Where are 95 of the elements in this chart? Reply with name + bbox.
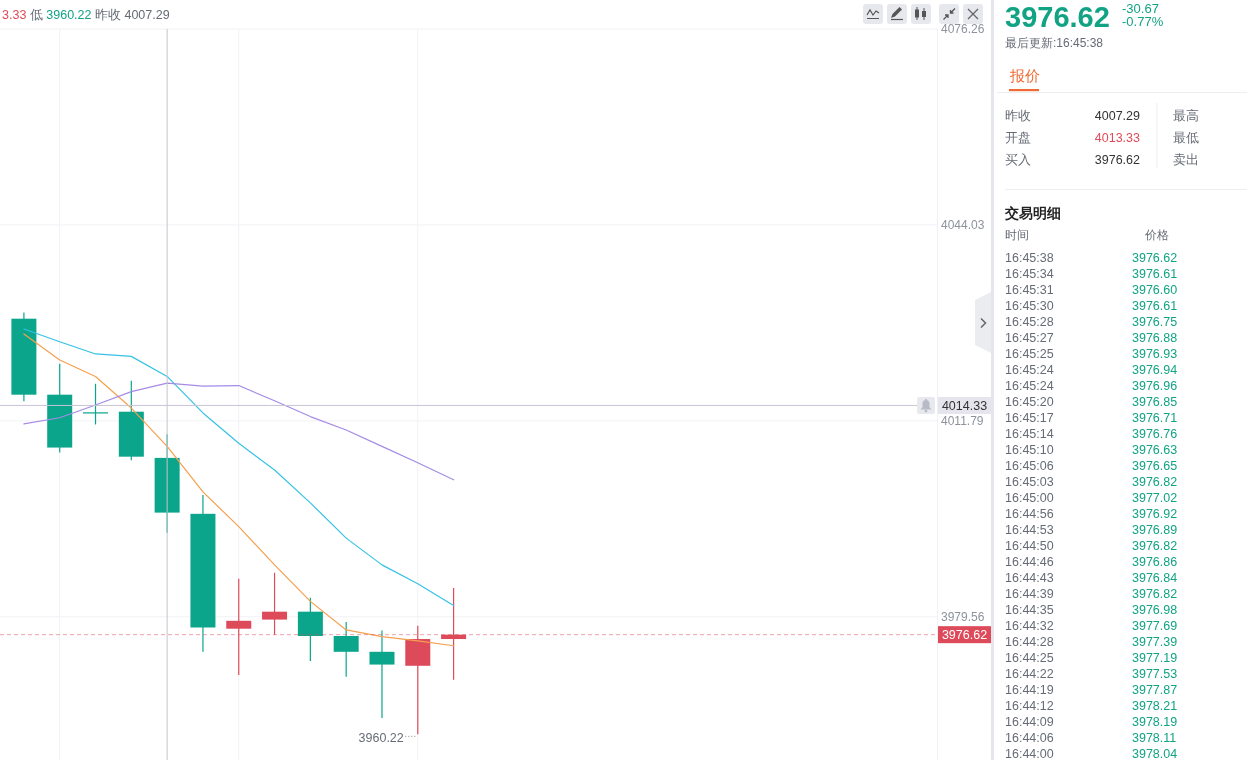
y-tick-label: 16:44:50 xyxy=(1005,538,1054,553)
y-tick-label: 16:45:31 xyxy=(1005,282,1054,297)
y-tick-label: 16:44:09 xyxy=(1005,714,1054,729)
y-tick-label: 16:44:22 xyxy=(1005,666,1054,681)
data-label: 3976.65 xyxy=(1132,458,1178,473)
data-label: 3976.98 xyxy=(1132,602,1178,617)
y-tick-label: 4011.79 xyxy=(941,414,984,429)
data-label: 3976.88 xyxy=(1132,330,1178,345)
y-tick-label: 16:44:35 xyxy=(1005,602,1054,617)
y-tick-label: 16:44:53 xyxy=(1005,522,1054,537)
data-label: 3976.86 xyxy=(1132,554,1178,569)
text: -30.67 xyxy=(1122,0,1159,16)
data-label: 3976.75 xyxy=(1132,314,1178,329)
data-label: 3977.69 xyxy=(1132,618,1178,633)
y-tick-label: 16:44:56 xyxy=(1005,506,1054,521)
text: 3976.62 xyxy=(1094,153,1141,167)
data-label: 3976.85 xyxy=(1132,394,1178,409)
text: 4013.33 xyxy=(1094,131,1141,145)
data-label: 3976.96 xyxy=(1132,378,1178,393)
data-label: 3976.84 xyxy=(1132,570,1178,585)
text: 卖出 xyxy=(1173,153,1199,167)
y-tick-label: 16:45:03 xyxy=(1005,474,1054,489)
text: 最后更新:16:45:38 xyxy=(1005,36,1104,50)
data-label: 3976.71 xyxy=(1132,410,1178,425)
data-label: 3976.93 xyxy=(1132,346,1178,361)
data-label: 3976.62 xyxy=(1132,250,1178,265)
data-label: 3977.02 xyxy=(1132,490,1178,505)
text: 开盘 xyxy=(1005,131,1031,145)
y-tick-label: 16:44:32 xyxy=(1005,618,1054,633)
data-label: 3977.87 xyxy=(1132,682,1178,697)
y-tick-label: 16:45:06 xyxy=(1005,458,1054,473)
candlestick xyxy=(262,572,288,636)
y-tick-label: 16:45:34 xyxy=(1005,266,1054,281)
data-label: 3976.60 xyxy=(1132,282,1178,297)
data-label: 3976.61 xyxy=(1132,298,1178,313)
y-tick-label: 16:44:00 xyxy=(1005,746,1054,760)
text: 4007.29 xyxy=(1094,109,1141,123)
text: 3976.62 xyxy=(1005,1,1110,33)
text: 昨收 xyxy=(1005,109,1031,123)
y-tick-label: 16:44:12 xyxy=(1005,698,1054,713)
data-label: 3978.21 xyxy=(1132,698,1178,713)
y-tick-label: 16:45:30 xyxy=(1005,298,1054,313)
y-axis-title: 时间 xyxy=(1005,228,1029,242)
data-label: 3976.76 xyxy=(1132,426,1178,441)
y-tick-label: 16:45:38 xyxy=(1005,250,1054,265)
data-label: 3976.82 xyxy=(1132,586,1178,601)
data-label: 3976.89 xyxy=(1132,522,1178,537)
chart-title: 交易明细 xyxy=(1004,205,1061,221)
data-label: 3976.92 xyxy=(1132,506,1178,521)
data-label: 3978.19 xyxy=(1132,714,1178,729)
ref-line-label: 3976.62 xyxy=(941,627,988,642)
ref-line-label: 4014.33 xyxy=(941,398,988,413)
text: 最高 xyxy=(1173,108,1199,123)
text: 3.33 低 3960.22 昨收 4007.29 xyxy=(2,8,170,22)
y-tick-label: 16:45:17 xyxy=(1005,410,1054,425)
data-label: 3976.61 xyxy=(1132,266,1178,281)
y-tick-label: 16:45:28 xyxy=(1005,314,1054,329)
data-label: 3976.94 xyxy=(1132,362,1178,377)
y-tick-label: 16:44:43 xyxy=(1005,570,1054,585)
text: 最低 xyxy=(1173,131,1199,145)
data-label: 3977.53 xyxy=(1132,666,1178,681)
candlestick xyxy=(441,587,467,681)
candlestick xyxy=(83,383,109,426)
y-tick-label: 16:44:28 xyxy=(1005,634,1054,649)
data-label: 3978.04 xyxy=(1132,746,1178,760)
y-tick-label: 16:45:10 xyxy=(1005,442,1054,457)
y-tick-label: 3979.56 xyxy=(941,610,985,625)
candlestick xyxy=(369,629,395,719)
y-tick-label: 16:44:19 xyxy=(1005,682,1054,697)
annotation: 3960.22 xyxy=(358,730,404,745)
y-tick-label: 4044.03 xyxy=(941,218,985,233)
data-label: 3976.82 xyxy=(1132,474,1178,489)
x-tick-label: 价格 xyxy=(1144,228,1169,242)
y-tick-label: 16:45:00 xyxy=(1005,490,1054,505)
y-tick-label: 16:44:39 xyxy=(1005,586,1054,601)
data-label: 3978.11 xyxy=(1132,730,1177,745)
data-label: 3976.63 xyxy=(1132,442,1178,457)
y-tick-label: 4076.26 xyxy=(941,22,985,37)
y-tick-label: 16:45:24 xyxy=(1005,378,1054,393)
text: 报价 xyxy=(1009,67,1040,84)
data-label: 3977.39 xyxy=(1132,634,1178,649)
text: 买入 xyxy=(1005,153,1031,167)
y-tick-label: 16:45:24 xyxy=(1005,362,1054,377)
y-tick-label: 16:45:25 xyxy=(1005,346,1054,361)
y-tick-label: 16:45:14 xyxy=(1005,426,1054,441)
y-tick-label: 16:44:25 xyxy=(1005,650,1054,665)
y-tick-label: 16:44:46 xyxy=(1005,554,1054,569)
y-tick-label: 16:45:20 xyxy=(1005,394,1054,409)
line-series xyxy=(23,382,455,481)
data-label: 3977.19 xyxy=(1132,650,1178,665)
candlestick xyxy=(226,578,252,676)
y-tick-label: 16:45:27 xyxy=(1005,330,1054,345)
text: -0.77% xyxy=(1122,13,1164,29)
y-tick-label: 16:44:06 xyxy=(1005,730,1054,745)
data-label: 3976.82 xyxy=(1132,538,1178,553)
